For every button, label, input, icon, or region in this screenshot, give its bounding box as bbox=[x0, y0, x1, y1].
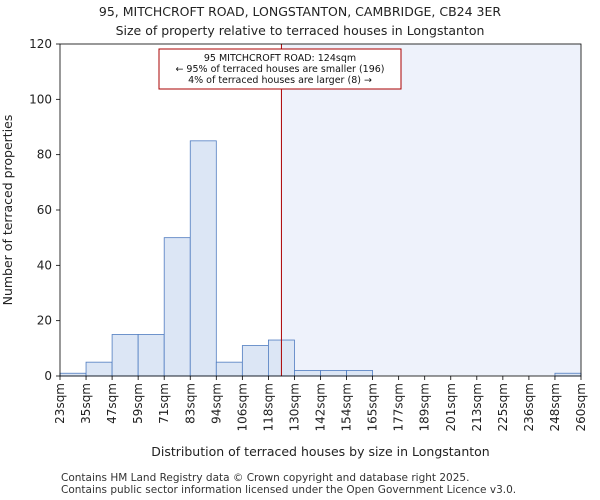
x-tick-label: 142sqm bbox=[314, 383, 328, 431]
annotation-box: 95 MITCHCROFT ROAD: 124sqm ← 95% of terr… bbox=[158, 48, 402, 90]
histogram-chart: 0 20 40 60 80 100 120 23sqm 35sqm 47sqm 59sqm 71sq… bbox=[0, 37, 588, 459]
x-tick-label: 94sqm bbox=[209, 383, 223, 424]
x-tick-label: 83sqm bbox=[183, 383, 197, 424]
x-tick-label: 248sqm bbox=[548, 383, 562, 431]
histogram-bar bbox=[215, 361, 243, 377]
annotation-line-1: 95 MITCHCROFT ROAD: 124sqm bbox=[204, 53, 356, 64]
histogram-bar bbox=[346, 370, 373, 377]
x-tick-label: 260sqm bbox=[574, 383, 588, 431]
histogram-bar bbox=[189, 140, 217, 377]
x-tick-label: 47sqm bbox=[105, 383, 119, 424]
histogram-bar bbox=[59, 372, 87, 377]
y-tick-label: 120 bbox=[29, 37, 52, 51]
footer-attribution: Contains HM Land Registry data © Crown c… bbox=[61, 472, 516, 496]
histogram-bar bbox=[554, 372, 582, 377]
annotation-line-3: 4% of terraced houses are larger (8) → bbox=[188, 75, 372, 86]
chart-title: 95, MITCHCROFT ROAD, LONGSTANTON, CAMBRI… bbox=[98, 4, 502, 19]
x-tick-label: 71sqm bbox=[157, 383, 171, 424]
histogram-bar bbox=[85, 361, 113, 377]
chart-title-block: 95, MITCHCROFT ROAD, LONGSTANTON, CAMBRI… bbox=[0, 2, 600, 40]
histogram-bar bbox=[294, 370, 321, 377]
x-tick-label: 201sqm bbox=[444, 383, 458, 431]
annotation-line-2: ← 95% of terraced houses are smaller (19… bbox=[175, 64, 384, 75]
x-tick-label: 177sqm bbox=[392, 383, 406, 431]
x-tick-label: 59sqm bbox=[131, 383, 145, 424]
histogram-bar bbox=[111, 334, 139, 377]
x-tick-label: 35sqm bbox=[79, 383, 93, 424]
y-tick-label: 80 bbox=[37, 148, 52, 162]
y-tick-label: 60 bbox=[37, 203, 52, 217]
y-tick-label: 100 bbox=[29, 92, 52, 106]
x-tick-label: 225sqm bbox=[496, 383, 510, 431]
x-tick-label: 154sqm bbox=[340, 383, 354, 431]
x-axis-label: Distribution of terraced houses by size … bbox=[151, 444, 489, 459]
x-tick-label: 23sqm bbox=[53, 383, 67, 424]
x-tick-label: 236sqm bbox=[522, 383, 536, 431]
y-axis-label: Number of terraced properties bbox=[0, 115, 15, 306]
histogram-bar bbox=[241, 345, 269, 377]
x-tick-label: 118sqm bbox=[261, 383, 275, 431]
histogram-bar bbox=[163, 237, 191, 377]
y-tick-label: 20 bbox=[37, 314, 52, 328]
annotation-border bbox=[158, 48, 402, 90]
x-tick-label: 213sqm bbox=[470, 383, 484, 431]
highlight-region bbox=[281, 44, 581, 376]
footer-line-1: Contains HM Land Registry data © Crown c… bbox=[61, 472, 470, 484]
y-tick-label: 0 bbox=[44, 369, 52, 383]
histogram-bar bbox=[137, 334, 165, 377]
x-tick-label: 130sqm bbox=[287, 383, 301, 431]
chart-subtitle: Size of property relative to terraced ho… bbox=[115, 23, 485, 38]
x-tick-label: 165sqm bbox=[366, 383, 380, 431]
footer-line-2: Contains public sector information licen… bbox=[61, 484, 517, 496]
x-tick-label: 189sqm bbox=[418, 383, 432, 431]
histogram-bar bbox=[320, 370, 347, 377]
x-tick-label: 106sqm bbox=[235, 383, 249, 431]
y-tick-label: 40 bbox=[37, 258, 52, 272]
